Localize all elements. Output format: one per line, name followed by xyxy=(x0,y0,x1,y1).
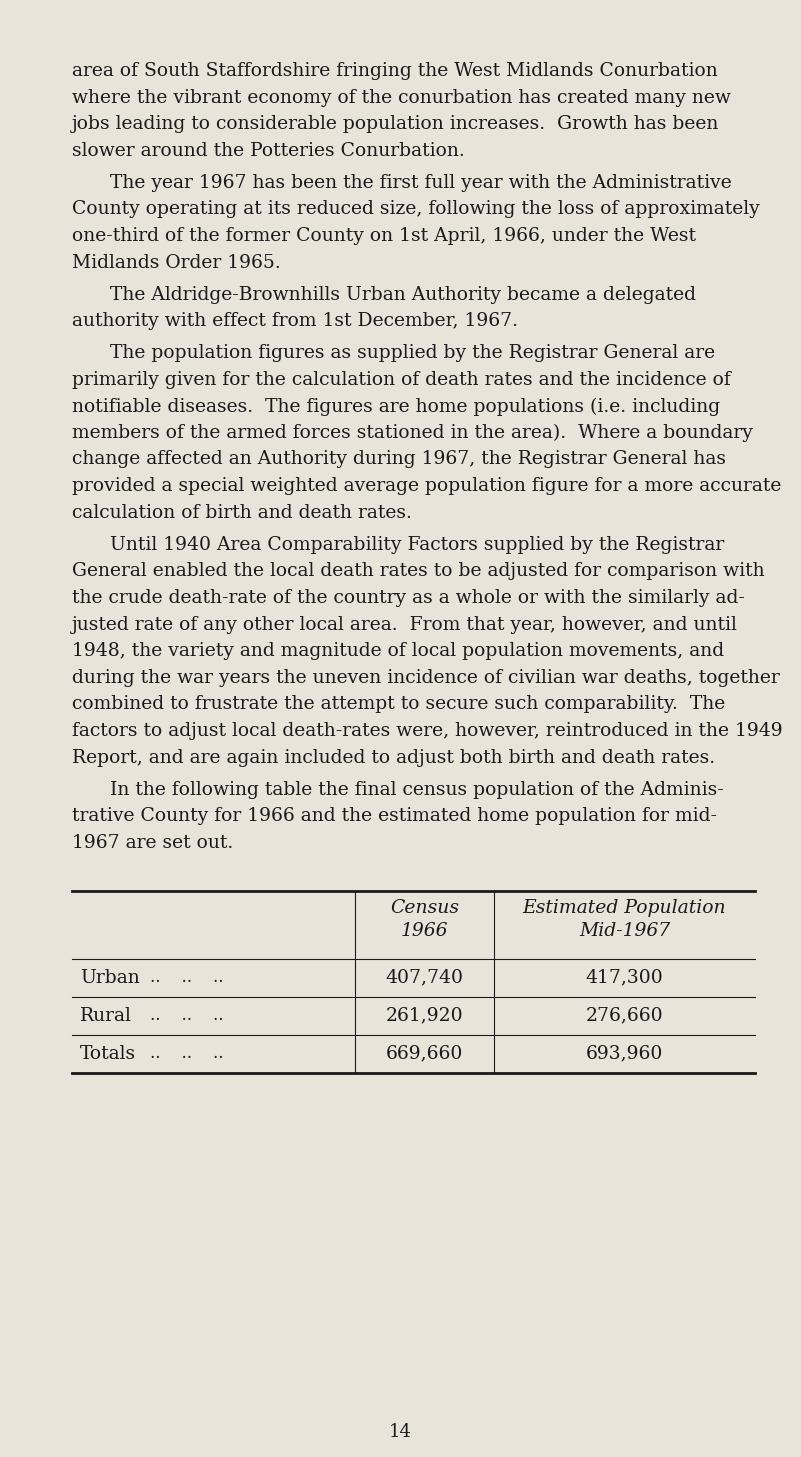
Text: ..    ..    ..: .. .. .. xyxy=(150,1045,223,1062)
Text: Until 1940 Area Comparability Factors supplied by the Registrar: Until 1940 Area Comparability Factors su… xyxy=(110,536,724,554)
Text: jobs leading to considerable population increases.  Growth has been: jobs leading to considerable population … xyxy=(72,115,719,133)
Text: 669,660: 669,660 xyxy=(386,1045,464,1062)
Text: 407,740: 407,740 xyxy=(386,969,464,986)
Text: 276,660: 276,660 xyxy=(586,1007,663,1024)
Text: members of the armed forces stationed in the area).  Where a boundary: members of the armed forces stationed in… xyxy=(72,424,753,441)
Text: notifiable diseases.  The figures are home populations (i.e. including: notifiable diseases. The figures are hom… xyxy=(72,398,720,415)
Text: Rural: Rural xyxy=(80,1007,132,1024)
Text: justed rate of any other local area.  From that year, however, and until: justed rate of any other local area. Fro… xyxy=(72,615,738,634)
Text: ..    ..    ..: .. .. .. xyxy=(150,969,223,986)
Text: The population figures as supplied by the Registrar General are: The population figures as supplied by th… xyxy=(110,344,715,361)
Text: calculation of birth and death rates.: calculation of birth and death rates. xyxy=(72,504,412,522)
Text: 1948, the variety and magnitude of local population movements, and: 1948, the variety and magnitude of local… xyxy=(72,643,724,660)
Text: The year 1967 has been the first full year with the Administrative: The year 1967 has been the first full ye… xyxy=(110,173,732,192)
Text: 417,300: 417,300 xyxy=(586,969,663,986)
Text: during the war years the uneven incidence of civilian war deaths, together: during the war years the uneven incidenc… xyxy=(72,669,779,686)
Text: 1967 are set out.: 1967 are set out. xyxy=(72,833,233,852)
Text: Urban: Urban xyxy=(80,969,139,986)
Text: where the vibrant economy of the conurbation has created many new: where the vibrant economy of the conurba… xyxy=(72,89,731,106)
Text: Report, and are again included to adjust both birth and death rates.: Report, and are again included to adjust… xyxy=(72,749,715,766)
Text: provided a special weighted average population figure for a more accurate: provided a special weighted average popu… xyxy=(72,476,781,495)
Text: ..    ..    ..: .. .. .. xyxy=(150,1007,223,1024)
Text: County operating at its reduced size, following the loss of approximately: County operating at its reduced size, fo… xyxy=(72,201,760,219)
Text: combined to frustrate the attempt to secure such comparability.  The: combined to frustrate the attempt to sec… xyxy=(72,695,725,714)
Text: 693,960: 693,960 xyxy=(586,1045,663,1062)
Text: Totals: Totals xyxy=(80,1045,136,1062)
Text: primarily given for the calculation of death rates and the incidence of: primarily given for the calculation of d… xyxy=(72,370,731,389)
Text: 261,920: 261,920 xyxy=(386,1007,464,1024)
Text: one-third of the former County on 1st April, 1966, under the West: one-third of the former County on 1st Ap… xyxy=(72,227,696,245)
Text: Midlands Order 1965.: Midlands Order 1965. xyxy=(72,254,280,271)
Text: factors to adjust local death-rates were, however, reintroduced in the 1949: factors to adjust local death-rates were… xyxy=(72,723,783,740)
Text: Census
1966: Census 1966 xyxy=(390,899,459,940)
Text: area of South Staffordshire fringing the West Midlands Conurbation: area of South Staffordshire fringing the… xyxy=(72,63,718,80)
Text: 14: 14 xyxy=(389,1423,412,1441)
Text: trative County for 1966 and the estimated home population for mid-: trative County for 1966 and the estimate… xyxy=(72,807,717,825)
Text: The Aldridge-Brownhills Urban Authority became a delegated: The Aldridge-Brownhills Urban Authority … xyxy=(110,286,696,303)
Text: the crude death-rate of the country as a whole or with the similarly ad-: the crude death-rate of the country as a… xyxy=(72,589,745,608)
Text: authority with effect from 1st December, 1967.: authority with effect from 1st December,… xyxy=(72,312,518,331)
Text: slower around the Potteries Conurbation.: slower around the Potteries Conurbation. xyxy=(72,141,465,160)
Text: General enabled the local death rates to be adjusted for comparison with: General enabled the local death rates to… xyxy=(72,562,765,580)
Text: change affected an Authority during 1967, the Registrar General has: change affected an Authority during 1967… xyxy=(72,450,726,469)
Text: Estimated Population
Mid-1967: Estimated Population Mid-1967 xyxy=(523,899,727,940)
Text: In the following table the final census population of the Adminis-: In the following table the final census … xyxy=(110,781,724,798)
